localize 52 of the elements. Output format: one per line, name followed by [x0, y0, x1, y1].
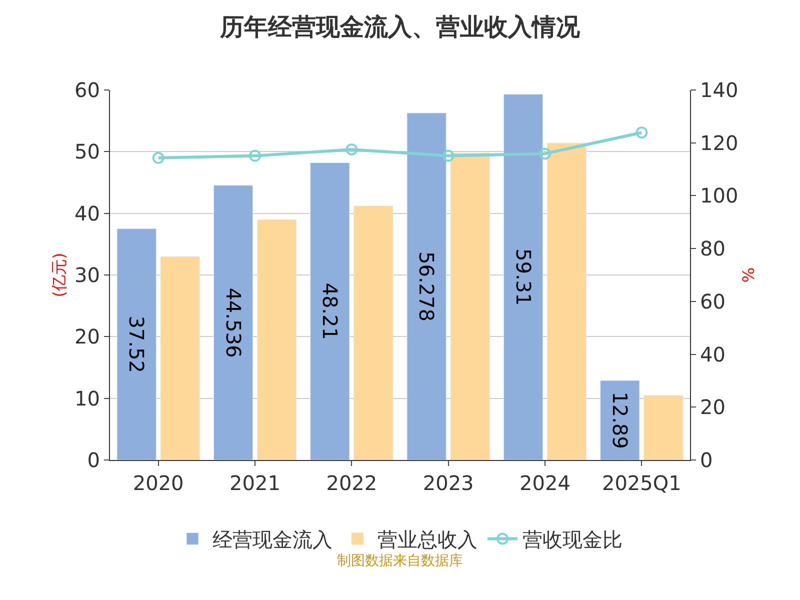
- y2-tick-label: 20: [700, 395, 726, 420]
- data-label: 48.21: [318, 282, 342, 340]
- point: [442, 150, 454, 162]
- y2-tick-label: 60: [700, 289, 726, 314]
- bar: [160, 256, 200, 460]
- x-tick-label: 2020: [132, 471, 184, 495]
- bar: [644, 395, 684, 460]
- y-tick-label: 10: [74, 386, 100, 410]
- y2-tick-label: 80: [700, 236, 726, 261]
- bar: [450, 152, 490, 460]
- y-tick-label: 50: [74, 140, 100, 164]
- data-label: 59.31: [511, 248, 536, 306]
- data-label: 56.278: [414, 251, 439, 322]
- y2-tick-label: 140: [700, 78, 738, 102]
- text: 制图数据来自数据库: [337, 553, 463, 569]
- data-label: 12.89: [608, 392, 632, 449]
- x-tick-label: 2024: [520, 471, 570, 495]
- point: [539, 148, 551, 160]
- x-tick-label: 2023: [422, 471, 474, 495]
- bar: [406, 112, 446, 460]
- x-tick-label: 2021: [230, 471, 280, 495]
- y2-axis-title: %: [738, 267, 758, 283]
- y2-tick-label: 0: [700, 448, 713, 472]
- bar: [310, 162, 350, 460]
- y-tick-label: 20: [74, 324, 100, 349]
- bar: [546, 142, 587, 460]
- x-tick-label: 2025Q1: [602, 471, 682, 495]
- y2-tick-label: 40: [700, 342, 726, 366]
- bar: [600, 380, 640, 460]
- x-tick-label: 2022: [326, 471, 378, 495]
- y-tick-label: 0: [87, 448, 100, 472]
- legend-label: 营业总收入: [378, 528, 478, 552]
- chart-title: 历年经营现金流入、营业收入情况: [219, 12, 581, 41]
- bar: [256, 219, 297, 460]
- point: [249, 150, 261, 162]
- point: [346, 143, 358, 156]
- y-tick-label: 60: [74, 78, 100, 102]
- point: [636, 126, 648, 139]
- bar: [213, 185, 254, 460]
- y-tick-label: 30: [74, 263, 100, 287]
- legend-label: 经营现金流入: [212, 528, 332, 552]
- data-label: 37.52: [124, 316, 149, 373]
- legend-label: 营收现金比: [522, 528, 622, 552]
- bar: [354, 206, 394, 460]
- y-axis-title: (亿元): [49, 252, 68, 298]
- y2-tick-label: 120: [700, 130, 738, 155]
- point: [152, 152, 164, 164]
- y2-tick-label: 100: [700, 184, 738, 208]
- bar: [116, 228, 156, 460]
- bar: [503, 94, 544, 460]
- y-tick-label: 40: [74, 201, 100, 226]
- data-label: 44.536: [221, 288, 246, 358]
